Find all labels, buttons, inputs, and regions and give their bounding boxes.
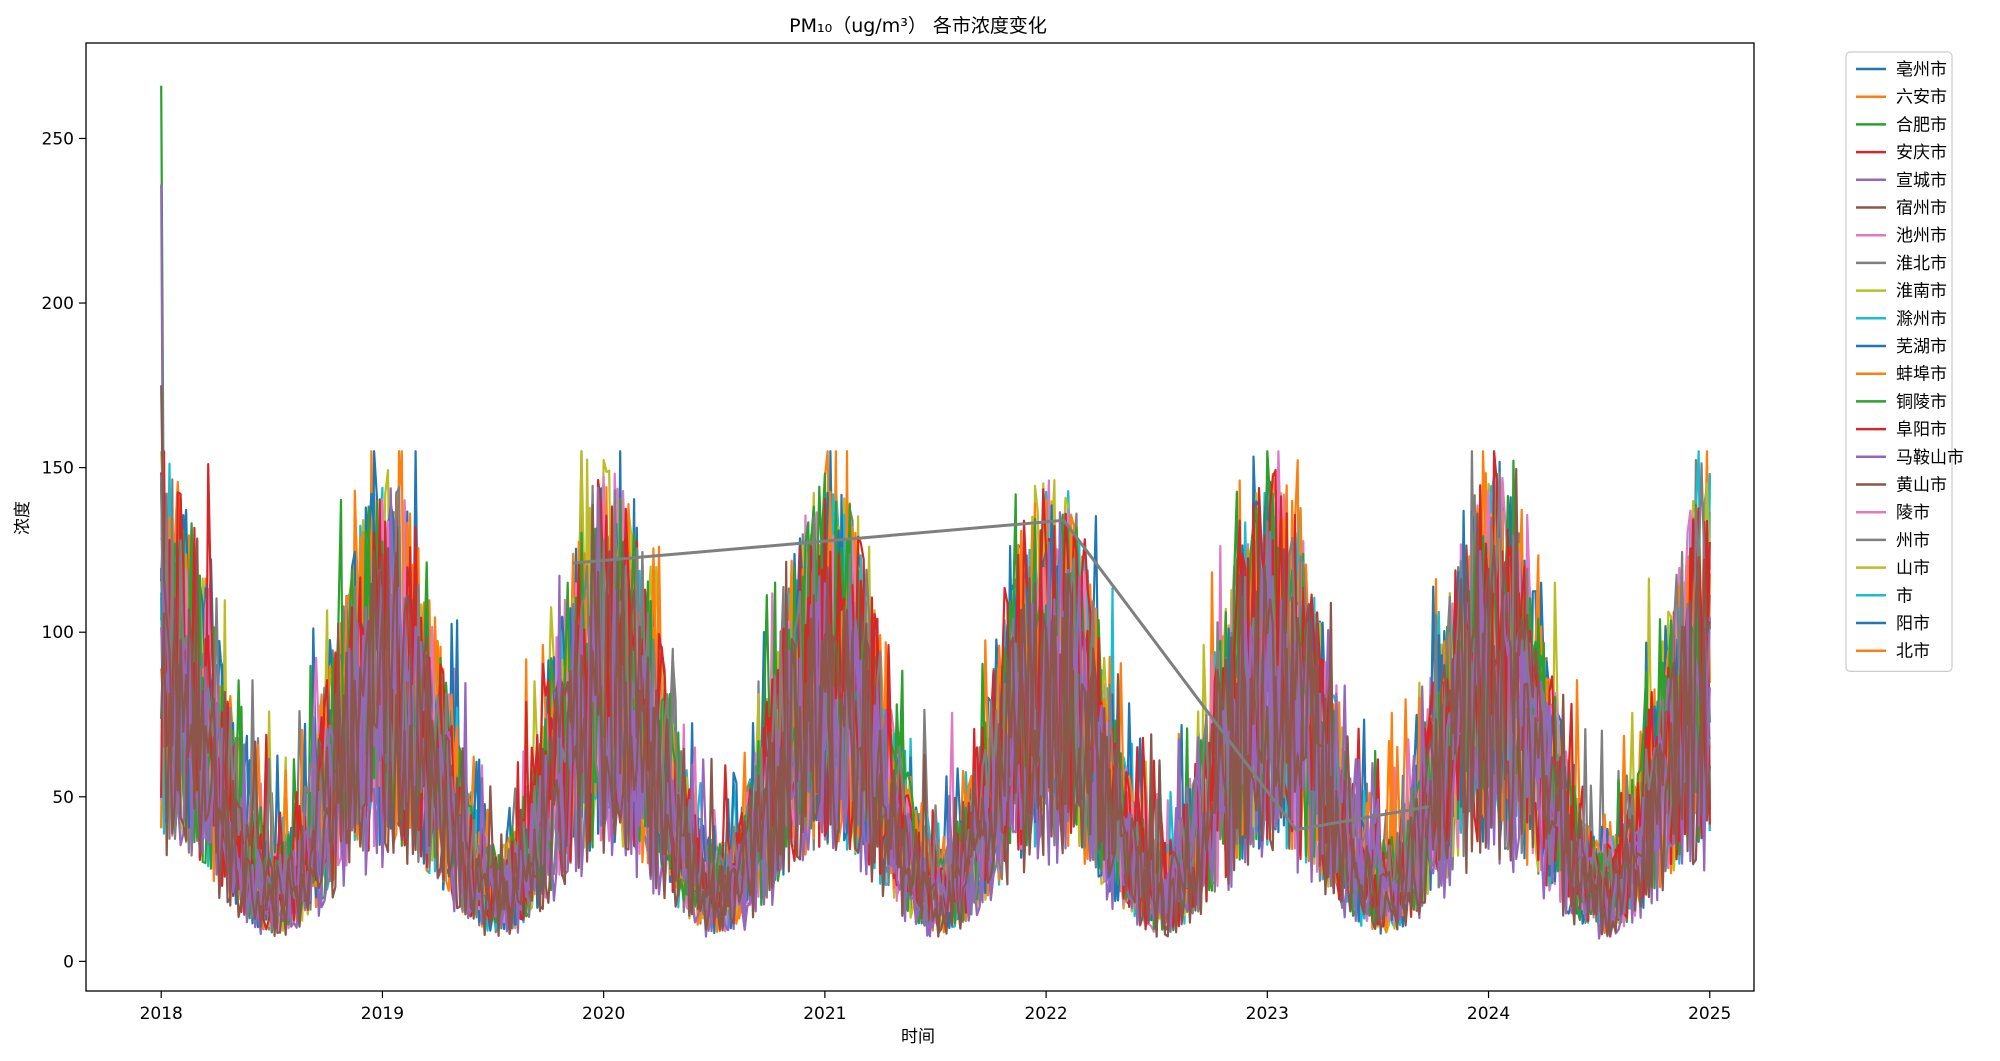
legend-label: 陵市 [1896,503,1930,523]
legend-label: 铜陵市 [1896,392,1947,412]
y-tick-label: 200 [42,294,74,314]
legend-label: 阜阳市 [1896,420,1947,440]
x-tick-label: 2025 [1688,1004,1731,1024]
legend-label: 芜湖市 [1896,337,1947,357]
x-tick-label: 2022 [1024,1004,1067,1024]
plot-area [160,85,1711,940]
y-tick-label: 250 [42,129,74,149]
legend-label: 池州市 [1896,226,1947,246]
legend-label: 阳市 [1896,614,1930,634]
legend-label: 亳州市 [1896,60,1947,80]
legend-label: 山市 [1896,559,1930,579]
legend-label: 北市 [1896,642,1930,662]
legend-label: 蚌埠市 [1896,365,1947,385]
x-tick-label: 2019 [361,1004,404,1024]
plot-frame [85,42,1755,992]
y-axis-label: 浓度 [13,501,33,535]
legend-label: 淮北市 [1896,254,1947,274]
x-axis-label: 时间 [901,1027,935,1047]
x-tick-label: 2021 [803,1004,846,1024]
legend-label: 黄山市 [1896,476,1947,496]
series-line-15 [160,541,1711,938]
x-tick-label: 2018 [140,1004,183,1024]
legend-label: 州市 [1896,531,1930,551]
legend: 亳州市六安市合肥市安庆市宣城市宿州市池州市淮北市淮南市滁州市芜湖市蚌埠市铜陵市阜… [1845,51,1964,673]
axes: 2018 2019 2020 2021 2022 2023 2024 2025 0 50 100 15… [42,42,1755,1024]
legend-label: 合肥市 [1896,115,1947,135]
x-tick-label: 2024 [1467,1004,1510,1024]
y-tick-label: 50 [52,788,74,808]
legend-label: 马鞍山市 [1896,448,1964,468]
y-tick-label: 100 [42,623,74,643]
y-tick-label: 150 [42,459,74,479]
legend-label: 宣城市 [1896,171,1947,191]
legend-label: 安庆市 [1896,143,1947,163]
x-tick-label: 2020 [582,1004,625,1024]
legend-label: 滁州市 [1896,309,1947,329]
y-tick-label: 0 [63,952,74,972]
chart-title: PM₁₀（ug/m³） 各市浓度变化 [789,15,1047,37]
legend-label: 宿州市 [1896,199,1947,219]
legend-label: 淮南市 [1896,282,1947,302]
legend-label: 市 [1896,586,1913,606]
gray-trend-line [572,518,1430,832]
x-tick-label: 2023 [1246,1004,1289,1024]
legend-label: 六安市 [1896,88,1947,108]
